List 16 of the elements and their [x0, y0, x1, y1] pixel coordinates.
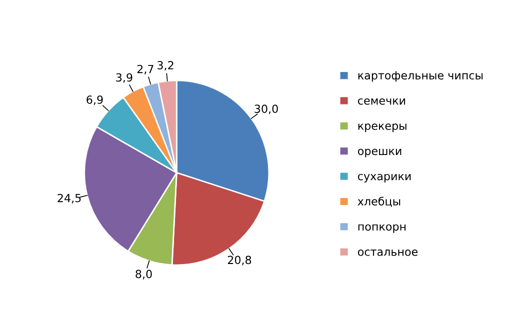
data-label: 3,2: [158, 61, 174, 71]
data-label: 6,9: [86, 95, 103, 106]
data-label: 24,5: [58, 194, 81, 204]
legend-label: семечки: [358, 98, 406, 105]
legend-label: крекеры: [358, 124, 406, 132]
legend-label: остальное: [358, 250, 418, 256]
data-label: 2,7: [137, 64, 154, 74]
data-label: 20,8: [228, 256, 252, 266]
legend-label: хлебцы: [358, 196, 400, 207]
data-label: 3,9: [116, 73, 132, 83]
legend-label: сухарики: [358, 174, 411, 182]
legend-label: орешки: [358, 148, 402, 158]
legend-label: картофельные чипсы: [358, 71, 483, 82]
data-label: 30,0: [254, 104, 278, 114]
data-label: 8,0: [136, 270, 152, 280]
legend-label: попкорн: [358, 224, 406, 233]
